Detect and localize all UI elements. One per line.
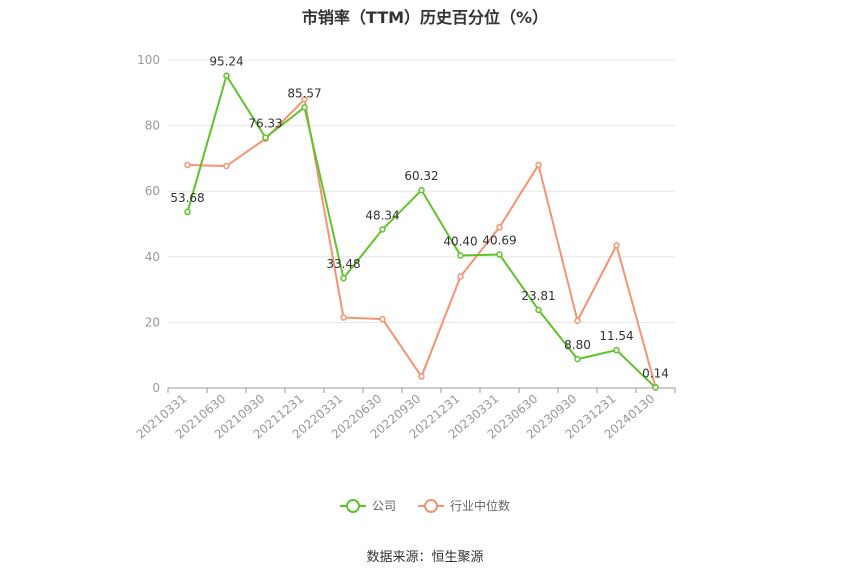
data-point-company[interactable] (496, 251, 503, 258)
y-tick-label: 20 (145, 315, 160, 329)
data-source: 数据来源：恒生聚源 (366, 550, 484, 565)
data-point-industry[interactable] (340, 314, 347, 321)
data-point-industry[interactable] (535, 161, 542, 169)
line-chart: 0 20 40 60 80 100 202103312021063020210930202… (134, 53, 676, 442)
data-point-company[interactable] (301, 104, 308, 111)
data-point-company[interactable] (574, 355, 581, 363)
y-tick-label: 100 (137, 53, 160, 67)
data-label: 95.24 (209, 55, 243, 69)
data-point-company[interactable] (379, 226, 386, 233)
y-tick-label: 40 (145, 250, 160, 264)
data-point-industry[interactable] (379, 315, 386, 323)
data-label: 85.57 (287, 86, 321, 100)
data-label: 48.34 (365, 208, 399, 222)
data-point-company[interactable] (184, 208, 191, 216)
data-labels: 53.68 95.24 76.33 85.57 33.48 48.34 60.32 40.40… (170, 55, 669, 381)
data-point-industry[interactable] (184, 161, 191, 169)
data-point-industry[interactable] (457, 273, 464, 280)
data-label: 23.81 (521, 289, 555, 303)
x-axis: 2021033120210630202109302021123120220331… (134, 387, 676, 442)
data-label: 40.69 (482, 234, 516, 248)
data-point-company[interactable] (262, 134, 269, 141)
data-label: 40.40 (443, 234, 477, 248)
data-label: 11.54 (599, 329, 633, 343)
legend-company-swatch (339, 498, 366, 513)
y-axis-ticks: 0 20 40 60 80 100 (137, 53, 160, 395)
data-point-company[interactable] (418, 186, 425, 194)
data-point-company[interactable] (652, 384, 659, 391)
data-label: 60.32 (404, 169, 438, 183)
data-point-industry[interactable] (574, 317, 581, 325)
data-label: 8.80 (564, 338, 591, 352)
legend-item-company[interactable]: 公司 (339, 497, 396, 514)
data-point-company[interactable] (340, 274, 347, 282)
legend: 公司 行业中位数 (0, 497, 850, 514)
y-tick-label: 0 (152, 381, 160, 395)
legend-company-label: 公司 (371, 499, 396, 513)
data-point-industry[interactable] (223, 162, 230, 170)
data-point-company[interactable] (457, 252, 464, 259)
data-point-company[interactable] (613, 346, 620, 354)
y-tick-label: 80 (145, 119, 160, 133)
chart-title: 市销率（TTM）历史百分位（%） (301, 8, 549, 27)
data-point-company[interactable] (223, 72, 230, 79)
data-point-industry[interactable] (301, 96, 308, 103)
legend-industry-label: 行业中位数 (450, 499, 511, 513)
data-point-industry[interactable] (418, 373, 425, 380)
legend-item-industry[interactable]: 行业中位数 (418, 497, 510, 514)
y-tick-label: 60 (145, 184, 160, 198)
data-label: 76.33 (248, 117, 282, 131)
legend-industry-swatch (418, 498, 444, 513)
data-point-industry[interactable] (496, 224, 503, 231)
data-point-company[interactable] (535, 306, 542, 314)
series-group (184, 72, 659, 391)
data-label: 33.48 (326, 257, 360, 271)
data-label: 53.68 (170, 191, 204, 205)
data-label: 0.14 (642, 367, 669, 381)
data-point-industry[interactable] (613, 242, 620, 249)
